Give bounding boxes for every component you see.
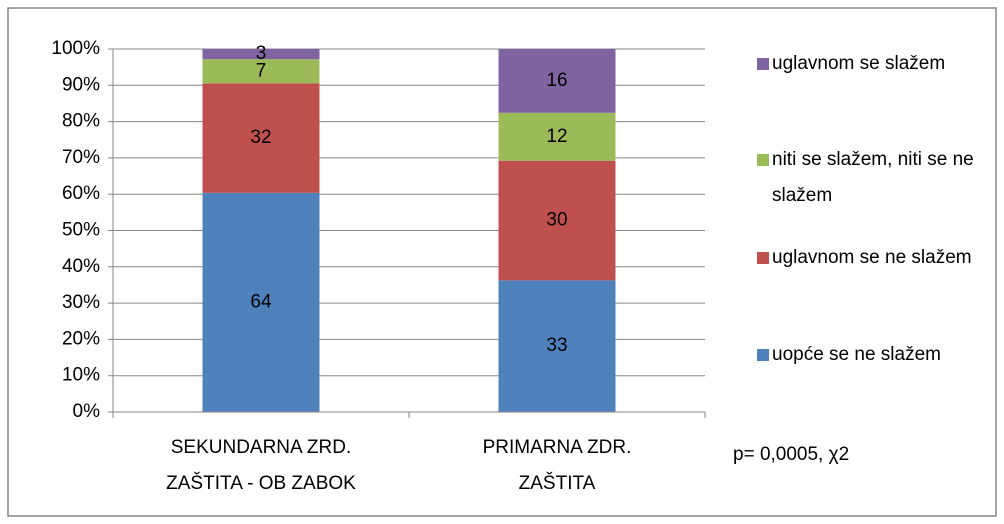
data-label: 12 [546, 126, 567, 147]
bar-segment [202, 83, 320, 193]
bar-segment [498, 49, 616, 113]
y-tick-label: 70% [62, 147, 100, 168]
bar-segment [202, 59, 320, 84]
legend-swatch [757, 58, 769, 70]
data-label: 3 [256, 43, 267, 64]
legend-swatch [757, 154, 769, 166]
data-label: 32 [250, 127, 271, 148]
x-tick-label: SEKUNDARNA ZRD. ZAŠTITA - OB ZABOK [166, 437, 356, 494]
y-tick-label: 60% [62, 183, 100, 204]
x-tick-label: PRIMARNA ZDR. ZAŠTITA [482, 437, 632, 494]
data-label: 30 [546, 210, 567, 231]
bar-segment [498, 280, 616, 412]
annotation: p= 0,0005, χ2 [733, 444, 850, 465]
y-tick-label: 100% [51, 38, 100, 59]
data-label: 33 [546, 335, 567, 356]
data-label: 7 [256, 60, 267, 81]
y-tick-label: 10% [62, 365, 100, 386]
y-tick-label: 80% [62, 111, 100, 132]
y-tick-label: 40% [62, 256, 100, 277]
y-tick-label: 0% [73, 401, 101, 422]
y-tick-label: 30% [62, 292, 100, 313]
bar-segment [202, 49, 320, 60]
y-tick-label: 20% [62, 328, 100, 349]
data-label: 64 [250, 291, 272, 312]
data-label: 16 [546, 70, 567, 91]
legend-label: niti se slažem, niti se ne slažem [772, 149, 974, 206]
legend-swatch [757, 252, 769, 264]
y-tick-label: 50% [62, 220, 100, 241]
legend-label: uglavnom se ne slažem [772, 247, 972, 268]
legend-swatch [757, 349, 769, 361]
y-tick-label: 90% [62, 74, 100, 95]
legend-label: uglavnom se slažem [772, 53, 946, 74]
bar-segment [202, 192, 320, 412]
bar-segment [498, 112, 616, 161]
legend-label: uopće se ne slažem [772, 344, 941, 365]
bar-segment [498, 160, 616, 281]
